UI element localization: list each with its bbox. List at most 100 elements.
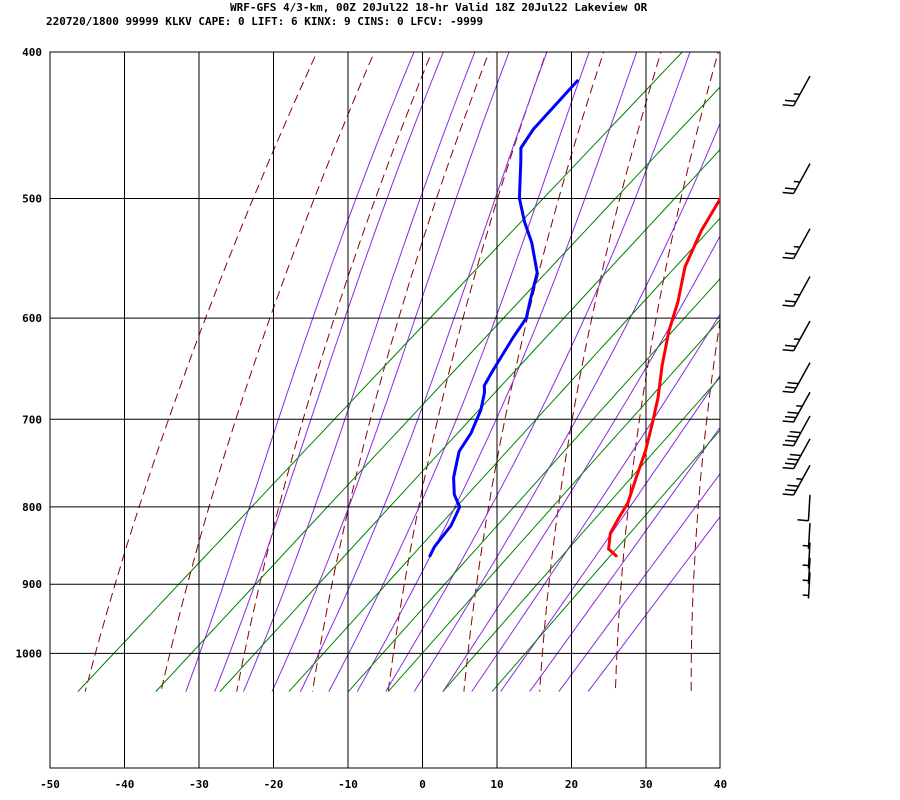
mixing-ratio-line — [288, 217, 720, 692]
mixing-ratio-line — [387, 319, 720, 692]
moist-adiabat-line — [185, 52, 415, 692]
wind-barb — [802, 572, 811, 599]
moist-adiabat-line — [328, 52, 590, 692]
tick-labels: 400 500 600 700 800 900 1000 -50 -40 -30 -20 -10 0 10… — [16, 46, 728, 791]
dry-adiabat-line — [838, 18, 898, 691]
dewpoint-profile-line — [428, 79, 579, 558]
wind-barb-feather — [787, 435, 799, 438]
wind-barb-feather — [789, 453, 801, 457]
mixing-ratio-line — [219, 148, 720, 692]
pressure-tick-label: 800 — [22, 501, 42, 514]
temperature-tick-label: 40 — [714, 778, 727, 791]
wind-barb — [802, 542, 811, 569]
wind-barb-half-feather — [802, 579, 809, 582]
wind-barb-feather — [782, 493, 794, 496]
wind-barb-staff — [792, 75, 811, 107]
moist-adiabat-line — [299, 52, 548, 692]
wind-barb-feather — [787, 484, 799, 488]
dry-adiabat-line — [387, 52, 547, 692]
wind-barb-feather — [782, 466, 794, 470]
temperature-tick-label: 10 — [490, 778, 503, 791]
wind-barb-staff — [807, 542, 811, 569]
dry-adiabat-line — [84, 52, 318, 692]
pressure-tick-label: 900 — [22, 578, 42, 591]
wind-barb — [802, 557, 811, 584]
wind-barb-staff — [792, 362, 811, 393]
wind-barb-staff — [792, 163, 811, 194]
wind-barb-feather — [784, 187, 797, 190]
moist-adiabat-line — [587, 516, 720, 692]
temperature-tick-label: 30 — [639, 778, 652, 791]
chart-header-line2: 220720/1800 99999 KLKV CAPE: 0 LIFT: 6 K… — [46, 15, 483, 28]
wind-barb-staff — [807, 494, 811, 521]
moist-adiabat-line — [442, 235, 720, 692]
wind-barb — [782, 276, 811, 307]
wind-barb-half-feather — [796, 478, 803, 481]
moist-adiabat-line — [471, 313, 720, 692]
wind-barb-half-feather — [802, 544, 809, 547]
wind-barb-half-feather — [793, 93, 800, 96]
wind-barb-feather — [782, 443, 794, 447]
wind-barb — [782, 391, 811, 423]
wind-barb — [782, 362, 811, 394]
pressure-tick-label: 700 — [22, 413, 42, 426]
wind-barb-half-feather — [802, 594, 809, 597]
moist-adiabat-line — [385, 52, 691, 692]
temperature-tick-label: -40 — [115, 778, 135, 791]
wind-barb-feather — [782, 304, 794, 307]
moist-adiabat-line — [500, 374, 720, 692]
wind-barb — [782, 320, 811, 352]
wind-barb-feather — [784, 386, 797, 389]
wind-barb-feather — [782, 390, 794, 394]
wind-barb-feather — [787, 458, 799, 461]
wind-barb — [782, 228, 811, 260]
wind-barb-half-feather — [796, 405, 803, 408]
wind-barb-feather — [784, 488, 797, 492]
wind-barb-feather — [784, 439, 797, 443]
wind-barb-feather — [784, 344, 797, 348]
moist-adiabat-line — [242, 52, 476, 692]
dry-adiabat-line — [236, 52, 433, 692]
mixing-ratio-line — [491, 429, 720, 692]
wind-barb-staff — [792, 415, 811, 447]
temperature-tick-label: -50 — [40, 778, 60, 791]
moist-adiabat-line — [529, 426, 720, 692]
wind-barb-feather — [782, 348, 794, 352]
wind-barb-feather — [789, 430, 801, 434]
wind-barb-feather — [784, 415, 797, 419]
wind-barb-feather — [784, 300, 797, 303]
wind-barb-feather — [782, 191, 794, 195]
pressure-tick-label: 500 — [22, 192, 42, 205]
wind-barb-feather — [782, 420, 794, 423]
moist-adiabat-line — [558, 473, 720, 692]
wind-barb-staff — [792, 464, 811, 496]
wind-barb-feather — [787, 411, 799, 415]
wind-barb — [782, 75, 811, 107]
wind-barb — [782, 163, 811, 195]
temperature-tick-label: -30 — [189, 778, 209, 791]
moist-adiabat-line — [271, 52, 510, 692]
dry-adiabat-line — [766, 18, 841, 691]
wind-barb-staff — [792, 276, 811, 307]
wind-barb-staff — [807, 557, 811, 584]
wind-barb-half-feather — [793, 338, 800, 341]
plot-frame — [49, 51, 721, 769]
wind-barb-feather — [784, 99, 797, 103]
wind-barbs — [782, 75, 811, 599]
series-layer — [428, 79, 720, 558]
mixing-ratio-line — [77, 52, 683, 692]
wind-barb — [797, 494, 811, 522]
mixing-ratio-line — [442, 376, 720, 692]
wind-barb-staff — [807, 572, 811, 599]
wind-barb-feather — [784, 462, 797, 465]
wind-barb-staff — [792, 320, 811, 352]
dry-adiabat-line — [615, 52, 719, 692]
temperature-profile-line — [607, 196, 720, 558]
wind-barb — [782, 438, 811, 470]
wind-barb — [782, 415, 811, 447]
temperature-tick-label: 0 — [419, 778, 426, 791]
background-lines — [77, 18, 898, 692]
wind-barb-feather — [797, 519, 809, 522]
dry-adiabat-line — [311, 52, 490, 692]
